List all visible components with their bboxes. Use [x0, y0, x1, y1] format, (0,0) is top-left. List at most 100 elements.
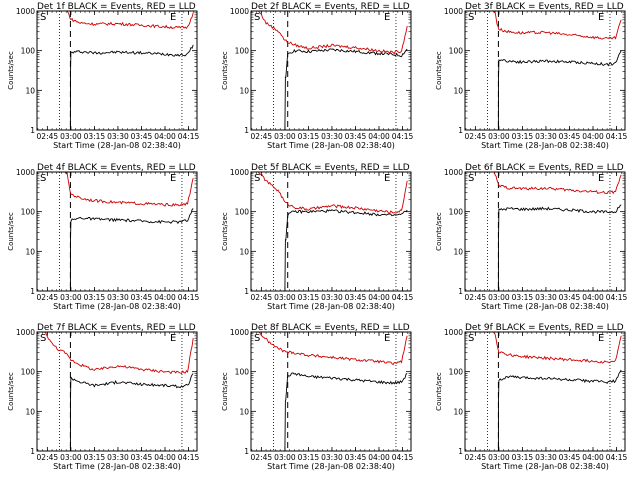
x-axis-label: Start Time (28-Jan-08 02:38:40): [267, 462, 395, 471]
x-tick-label: 03:00: [60, 293, 82, 302]
x-axis-label: Start Time (28-Jan-08 02:38:40): [267, 302, 395, 311]
x-tick-label: 03:00: [488, 132, 510, 141]
end-marker-label: E: [598, 12, 604, 23]
x-tick-label: 04:15: [392, 293, 414, 302]
y-tick-label: 100: [21, 368, 36, 377]
y-tick-label: 1: [244, 287, 249, 296]
y-tick-label: 100: [21, 208, 36, 217]
x-tick-label: 04:15: [178, 453, 200, 462]
detector-panel-5: Det 5f BLACK = Events, RED = LLD 1 10 100 10…: [221, 163, 414, 311]
y-tick-label: 1000: [16, 7, 35, 16]
panel-title: Det 9f BLACK = Events, RED = LLD: [465, 323, 624, 333]
end-marker-label: E: [384, 333, 390, 344]
y-tick-label: 100: [235, 368, 250, 377]
x-tick-label: 03:45: [345, 293, 367, 302]
series-group: [493, 172, 622, 291]
series-line-events: [279, 209, 408, 291]
y-tick-label: 100: [235, 208, 250, 217]
y-tick-label: 10: [239, 247, 249, 256]
start-marker-label: S: [254, 12, 260, 23]
x-tick-label: 03:45: [559, 453, 581, 462]
x-tick-label: 04:00: [582, 132, 604, 141]
plot-frame: [250, 10, 412, 131]
end-marker-label: E: [170, 173, 176, 184]
y-axis-label: Counts/sec: [7, 51, 15, 90]
y-tick-label: 1000: [16, 328, 35, 337]
series-line-events: [279, 372, 408, 451]
x-tick-label: 03:45: [131, 293, 153, 302]
x-tick-label: 03:00: [274, 293, 296, 302]
series-line-events: [65, 208, 194, 291]
x-tick-label: 04:15: [178, 293, 200, 302]
x-tick-label: 02:45: [465, 293, 487, 302]
x-tick-label: 03:30: [321, 132, 343, 141]
x-tick-label: 04:15: [392, 453, 414, 462]
y-tick-label: 1: [30, 126, 35, 135]
x-tick-label: 04:00: [582, 293, 604, 302]
y-tick-label: 1000: [230, 7, 249, 16]
start-marker-label: S: [40, 12, 46, 23]
series-group: [65, 11, 194, 130]
x-axis-label: Start Time (28-Jan-08 02:38:40): [267, 141, 395, 150]
start-marker-label: S: [40, 333, 46, 344]
y-tick-label: 100: [449, 47, 464, 56]
detector-panel-3: Det 3f BLACK = Events, RED = LLD 1 10 100 10…: [435, 2, 628, 150]
x-tick-label: 04:00: [582, 453, 604, 462]
y-axis-label: Counts/sec: [221, 212, 229, 251]
detector-panel-1: Det 1f BLACK = Events, RED = LLD 1 10 100 10…: [7, 2, 200, 150]
x-tick-label: 03:30: [535, 453, 557, 462]
series-line-events: [65, 44, 194, 130]
y-tick-label: 100: [21, 47, 36, 56]
y-tick-label: 1: [30, 447, 35, 456]
y-tick-label: 1: [458, 126, 463, 135]
series-line-lld: [493, 172, 622, 195]
y-tick-label: 10: [25, 247, 35, 256]
plot-frame: [36, 10, 198, 131]
x-tick-label: 02:45: [37, 132, 59, 141]
x-tick-label: 03:30: [107, 453, 129, 462]
y-tick-label: 1: [458, 287, 463, 296]
detector-panel-7: Det 7f BLACK = Events, RED = LLD 1 10 100 10…: [7, 323, 200, 471]
detector-panel-4: Det 4f BLACK = Events, RED = LLD 1 10 100 10…: [7, 163, 200, 311]
series-line-lld: [258, 172, 408, 215]
y-axis-label: Counts/sec: [435, 51, 443, 90]
x-tick-label: 03:30: [321, 293, 343, 302]
panel-title: Det 7f BLACK = Events, RED = LLD: [37, 323, 196, 333]
x-tick-label: 02:45: [465, 453, 487, 462]
x-tick-label: 03:30: [535, 293, 557, 302]
y-tick-label: 1000: [16, 168, 35, 177]
y-tick-label: 1000: [444, 7, 463, 16]
y-tick-label: 10: [25, 407, 35, 416]
detector-panel-6: Det 6f BLACK = Events, RED = LLD 1 10 100 10…: [435, 163, 628, 311]
series-line-events: [493, 204, 622, 291]
x-tick-label: 03:15: [298, 293, 320, 302]
series-line-lld: [492, 11, 622, 40]
y-tick-label: 100: [449, 208, 464, 217]
x-tick-label: 03:15: [512, 453, 534, 462]
x-tick-label: 02:45: [251, 293, 273, 302]
y-tick-label: 1000: [230, 168, 249, 177]
x-tick-label: 03:00: [488, 453, 510, 462]
y-axis-label: Counts/sec: [7, 372, 15, 411]
series-line-events: [279, 48, 408, 130]
panel-title: Det 6f BLACK = Events, RED = LLD: [465, 163, 624, 173]
x-tick-label: 04:00: [154, 293, 176, 302]
x-axis-label: Start Time (28-Jan-08 02:38:40): [481, 141, 609, 150]
series-line-events: [493, 369, 622, 451]
series-line-lld: [64, 172, 194, 207]
y-tick-label: 10: [239, 86, 249, 95]
x-tick-label: 02:45: [37, 453, 59, 462]
x-tick-label: 04:15: [606, 453, 628, 462]
series-line-lld: [258, 332, 408, 366]
series-line-lld: [44, 332, 194, 375]
end-marker-label: E: [384, 12, 390, 23]
x-axis-label: Start Time (28-Jan-08 02:38:40): [53, 462, 181, 471]
series-line-events: [65, 373, 194, 451]
x-tick-label: 03:30: [107, 132, 129, 141]
plot-frame: [464, 10, 626, 131]
y-axis-label: Counts/sec: [221, 372, 229, 411]
end-marker-label: E: [170, 333, 176, 344]
series-group: [44, 332, 194, 451]
y-tick-label: 10: [453, 247, 463, 256]
plot-frame: [36, 331, 198, 452]
